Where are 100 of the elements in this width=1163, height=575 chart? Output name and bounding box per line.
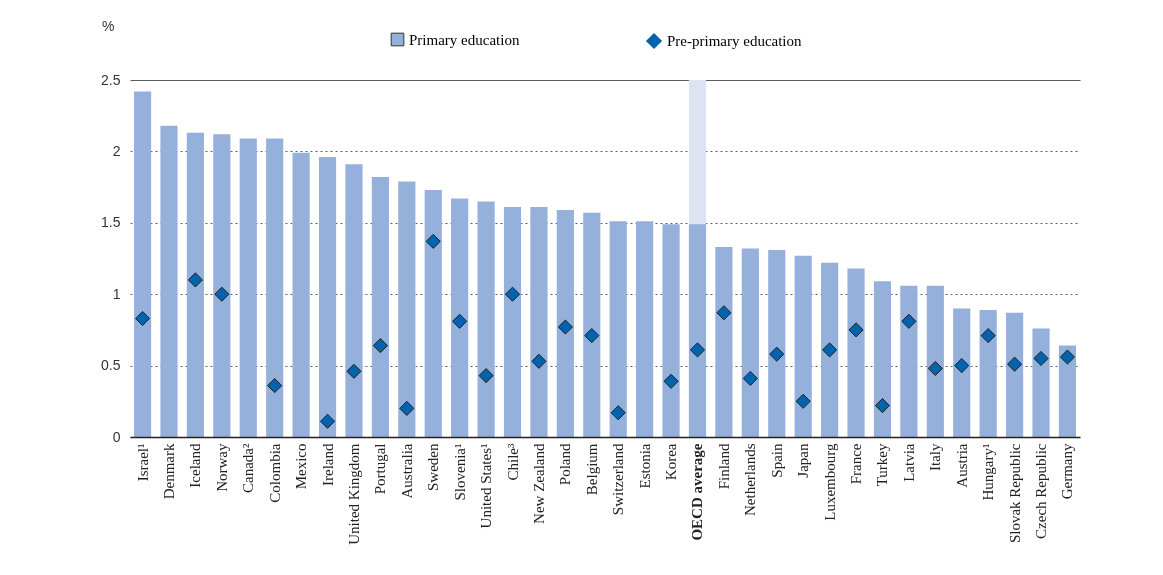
- point: [769, 346, 785, 362]
- x-tick-label: Germany: [1059, 443, 1076, 500]
- bar: [451, 198, 469, 437]
- x-tick-label: United States¹: [478, 443, 495, 529]
- x-tick-label: Belgium: [583, 443, 600, 496]
- point: [372, 338, 388, 354]
- point: [504, 286, 521, 302]
- x-tick-label: Ireland: [319, 443, 336, 486]
- point: [134, 310, 151, 327]
- y-tick-label: 1.5: [101, 214, 121, 231]
- point: [716, 305, 732, 321]
- point: [689, 342, 706, 358]
- bar: [160, 125, 178, 437]
- point: [187, 272, 203, 288]
- point: [1059, 349, 1076, 365]
- bar: [266, 138, 284, 437]
- point: [584, 328, 600, 344]
- x-tick-label: Austria: [953, 443, 970, 488]
- point: [452, 313, 468, 329]
- point: [874, 398, 891, 414]
- point: [399, 400, 415, 417]
- bar: [609, 221, 627, 437]
- x-tick-label: Poland: [557, 443, 574, 486]
- point: [663, 373, 679, 389]
- bar: [503, 207, 522, 437]
- point: [927, 360, 943, 377]
- x-tick-label: Iceland: [187, 443, 204, 488]
- y-tick-label: 2.5: [101, 71, 121, 88]
- bar: [583, 212, 601, 437]
- point: [1007, 356, 1023, 372]
- point: [848, 322, 864, 338]
- x-tick-label: Japan: [795, 443, 812, 478]
- x-tick-label: Israel¹: [134, 443, 151, 482]
- point: [267, 378, 283, 394]
- x-tick-label: Spain: [768, 443, 785, 478]
- bar: [715, 247, 733, 437]
- point: [980, 328, 996, 344]
- point: [346, 363, 362, 379]
- point: [822, 342, 838, 358]
- x-tick-label: Estonia: [636, 443, 653, 489]
- bar: [345, 164, 363, 437]
- x-tick-label: Finland: [715, 443, 732, 490]
- x-tick-label: Luxembourg: [821, 443, 838, 521]
- point: [557, 319, 573, 335]
- bar: [213, 134, 231, 437]
- x-tick-label: Canada²: [240, 443, 257, 493]
- x-tick-label: Colombia: [266, 443, 283, 503]
- x-tick-label: New Zealand: [530, 443, 547, 524]
- x-tick-label: Netherlands: [742, 443, 759, 516]
- bar: [1006, 312, 1024, 437]
- bar: [398, 181, 416, 437]
- x-tick-label: Mexico: [293, 443, 310, 490]
- x-tick-label: Slovak Republic: [1006, 443, 1023, 544]
- x-tick-label: France: [848, 443, 865, 485]
- x-tick-label: Australia: [398, 443, 415, 499]
- bar: [318, 157, 337, 437]
- bar: [926, 285, 944, 437]
- point: [610, 405, 626, 421]
- bar: [847, 268, 865, 437]
- x-tick-label: Portugal: [372, 443, 389, 495]
- x-tick-label: Norway: [213, 443, 230, 492]
- y-tick-label: 0: [112, 428, 121, 445]
- y-tick-label: 1: [112, 285, 121, 302]
- x-tick-label: Denmark: [160, 443, 177, 500]
- bar: [979, 309, 997, 437]
- bar: [741, 248, 759, 437]
- point: [954, 358, 970, 374]
- bar: [424, 189, 442, 437]
- bar: [794, 255, 812, 437]
- x-tick-label: Switzerland: [610, 443, 627, 516]
- bar: [239, 138, 257, 437]
- bar: [556, 209, 574, 437]
- point: [478, 368, 494, 384]
- bar: [133, 91, 152, 437]
- bar: [900, 285, 918, 437]
- bar: [477, 201, 495, 437]
- x-tick-label: Hungary¹: [980, 443, 997, 501]
- bar: [873, 281, 892, 437]
- bar: [821, 262, 839, 437]
- y-axis-title: %: [102, 18, 115, 34]
- y-tick-label: 2: [112, 142, 121, 159]
- bar: [530, 207, 548, 437]
- legend-label: Primary education: [409, 31, 520, 48]
- point: [531, 353, 547, 369]
- x-tick-label: OECD average: [689, 443, 706, 541]
- point: [1033, 350, 1049, 367]
- x-tick-label: Czech Republic: [1033, 443, 1050, 539]
- bar: [371, 177, 389, 437]
- bar: [1032, 328, 1050, 437]
- x-tick-label: Italy: [927, 443, 944, 471]
- bar: [186, 132, 204, 437]
- bar: [768, 249, 786, 437]
- point: [901, 313, 917, 329]
- bar: [662, 224, 680, 437]
- x-tick-label: United Kingdom: [345, 443, 362, 545]
- point: [319, 413, 336, 429]
- point: [425, 233, 441, 249]
- x-tick-label: Korea: [663, 443, 680, 481]
- bar: [953, 308, 971, 437]
- legend-label: Pre-primary education: [667, 33, 803, 49]
